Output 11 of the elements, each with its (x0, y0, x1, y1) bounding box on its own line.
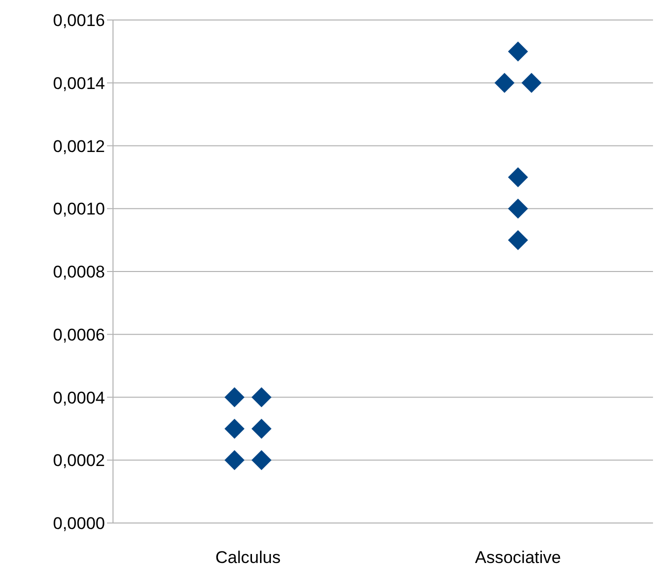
y-tick-label: 0,0006 (53, 325, 105, 344)
y-tick-label: 0,0008 (53, 262, 105, 282)
y-tick-label: 0,0012 (53, 136, 105, 156)
y-tick-label: 0,0014 (53, 74, 105, 93)
y-tick-label: 0,0000 (53, 514, 105, 534)
y-tick-label: 0,0002 (53, 451, 105, 470)
y-tick-label: 0,0010 (53, 200, 105, 219)
x-tick-label: Calculus (215, 548, 281, 568)
x-tick-label: Associative (475, 548, 561, 568)
y-tick-label: 0,0016 (53, 11, 105, 30)
y-tick-label: 0,0004 (53, 388, 105, 408)
